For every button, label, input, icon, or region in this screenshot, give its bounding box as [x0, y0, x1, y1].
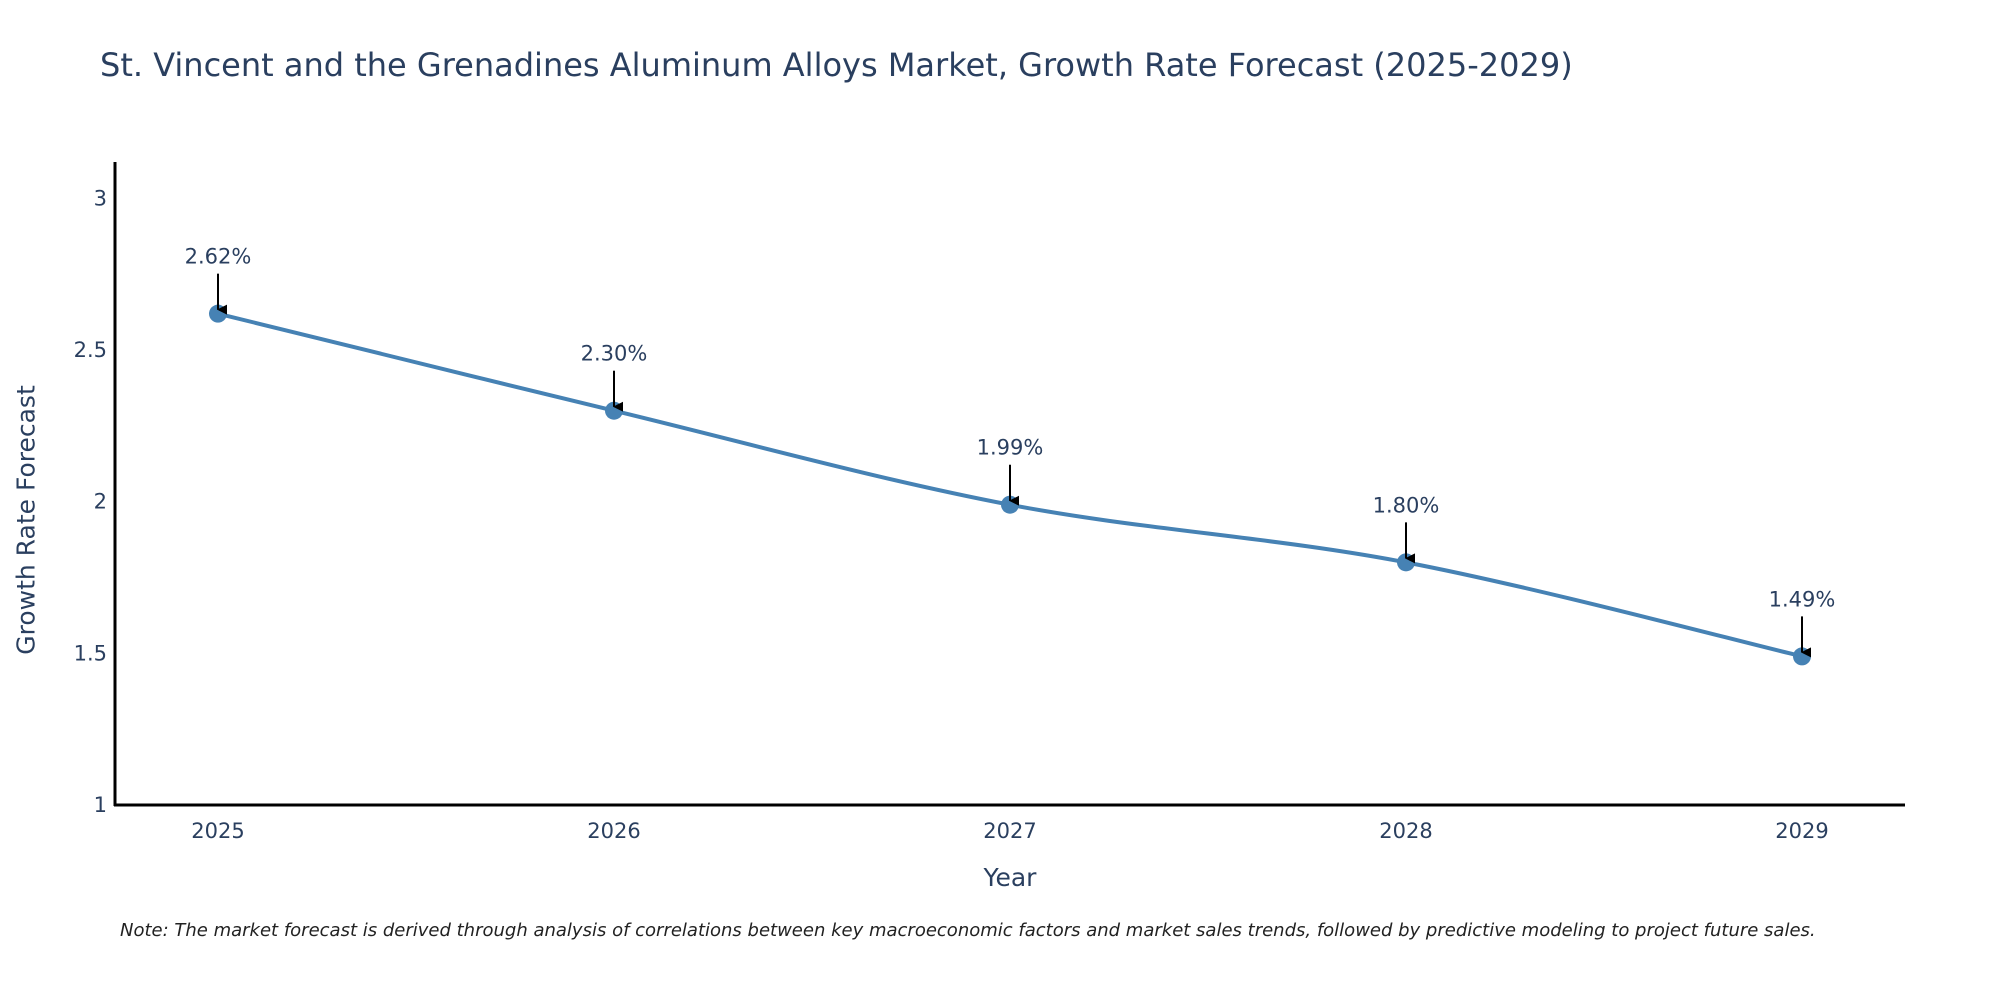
forecast-note: Note: The market forecast is derived thr… [120, 920, 1816, 941]
chart-title: St. Vincent and the Grenadines Aluminum … [100, 46, 1573, 84]
data-label: 1.99% [977, 436, 1044, 460]
data-label: 2.62% [185, 245, 252, 269]
x-tick-label: 2029 [1775, 819, 1828, 843]
x-tick-label: 2026 [587, 819, 640, 843]
y-tick-label: 2.5 [74, 338, 107, 362]
data-label: 1.49% [1769, 587, 1836, 611]
x-tick-label: 2025 [191, 819, 244, 843]
data-label: 1.80% [1373, 493, 1440, 517]
x-tick-label: 2027 [983, 819, 1036, 843]
y-tick-label: 1.5 [74, 641, 107, 665]
data-label: 2.30% [581, 342, 648, 366]
y-tick-label: 1 [94, 793, 107, 817]
y-tick-label: 3 [94, 186, 107, 210]
x-tick-label: 2028 [1379, 819, 1432, 843]
y-tick-label: 2 [94, 490, 107, 514]
x-axis-label: Year [983, 863, 1037, 892]
